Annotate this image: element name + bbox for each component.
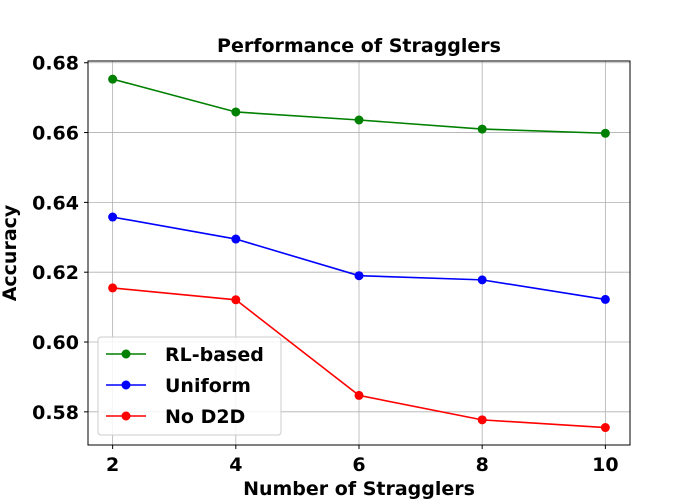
y-tick-label: 0.62 xyxy=(32,262,79,284)
legend-label: No D2D xyxy=(165,406,245,428)
legend-marker xyxy=(121,380,131,390)
y-tick-label: 0.68 xyxy=(32,53,79,75)
x-tick-label: 10 xyxy=(592,454,618,476)
data-point xyxy=(477,275,487,285)
data-point xyxy=(231,234,241,244)
y-tick-label: 0.64 xyxy=(32,192,79,214)
legend: RL-based Uniform No D2D xyxy=(97,336,282,436)
data-point xyxy=(231,107,241,117)
y-tick-label: 0.66 xyxy=(32,123,79,145)
legend-box xyxy=(97,336,282,436)
data-point xyxy=(477,124,487,134)
ticks: 2 4 6 8 10 0.58 0.60 0.62 0.64 0.66 0.68 xyxy=(32,53,618,476)
data-point xyxy=(108,212,118,222)
x-tick-label: 4 xyxy=(229,454,242,476)
legend-item: RL-based xyxy=(106,344,264,366)
series-uniform xyxy=(108,212,610,304)
x-tick-label: 6 xyxy=(352,454,365,476)
legend-item: Uniform xyxy=(106,375,251,397)
data-point xyxy=(108,283,118,293)
x-tick-label: 2 xyxy=(106,454,119,476)
legend-label: RL-based xyxy=(165,344,264,366)
y-axis-label: Accuracy xyxy=(0,204,21,301)
x-tick-label: 8 xyxy=(476,454,489,476)
y-tick-label: 0.58 xyxy=(32,402,79,424)
data-point xyxy=(108,74,118,84)
series-layer xyxy=(108,74,610,433)
legend-label: Uniform xyxy=(165,375,251,397)
data-point xyxy=(600,294,610,304)
y-tick-label: 0.60 xyxy=(32,332,79,354)
data-point xyxy=(600,423,610,433)
data-point xyxy=(354,390,364,400)
data-point xyxy=(600,128,610,138)
legend-marker xyxy=(121,349,131,359)
data-point xyxy=(477,415,487,425)
data-point xyxy=(354,115,364,125)
legend-item: No D2D xyxy=(106,406,245,428)
series-no-d2d xyxy=(108,283,610,433)
legend-marker xyxy=(121,411,131,421)
x-axis-label: Number of Stragglers xyxy=(243,478,475,500)
series-rl-based xyxy=(108,74,610,138)
data-point xyxy=(354,271,364,281)
data-point xyxy=(231,295,241,305)
chart-title: Performance of Stragglers xyxy=(217,35,501,57)
